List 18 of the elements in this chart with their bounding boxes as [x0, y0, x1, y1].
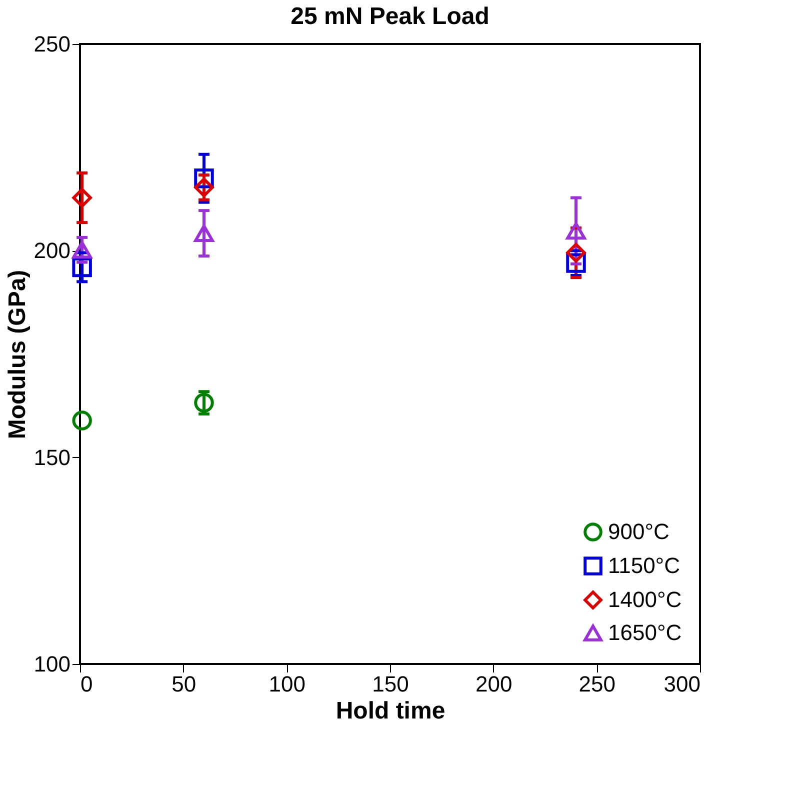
- chart-title: 25 mN Peak Load: [290, 3, 490, 30]
- legend-label: 1150°C: [608, 553, 680, 578]
- y-tick-label: 200: [34, 238, 70, 264]
- x-tick-label: 150: [372, 672, 409, 696]
- x-tick-label: 250: [578, 672, 616, 696]
- y-tick-label: 150: [34, 444, 70, 470]
- y-tick-label: 100: [34, 652, 70, 676]
- legend-label: 1650°C: [608, 620, 682, 645]
- y-tick-label: 250: [34, 32, 70, 56]
- x-tick-label: 100: [268, 672, 306, 696]
- legend-label: 900°C: [608, 519, 670, 544]
- y-axis-title: Modulus (GPa): [4, 270, 31, 440]
- x-tick-label: 200: [475, 672, 512, 696]
- legend-label: 1400°C: [608, 587, 682, 612]
- x-tick-label: 0: [80, 672, 93, 696]
- x-tick-label: 300: [664, 672, 700, 696]
- x-tick-label: 50: [172, 672, 196, 696]
- x-axis-title: Hold time: [336, 698, 446, 724]
